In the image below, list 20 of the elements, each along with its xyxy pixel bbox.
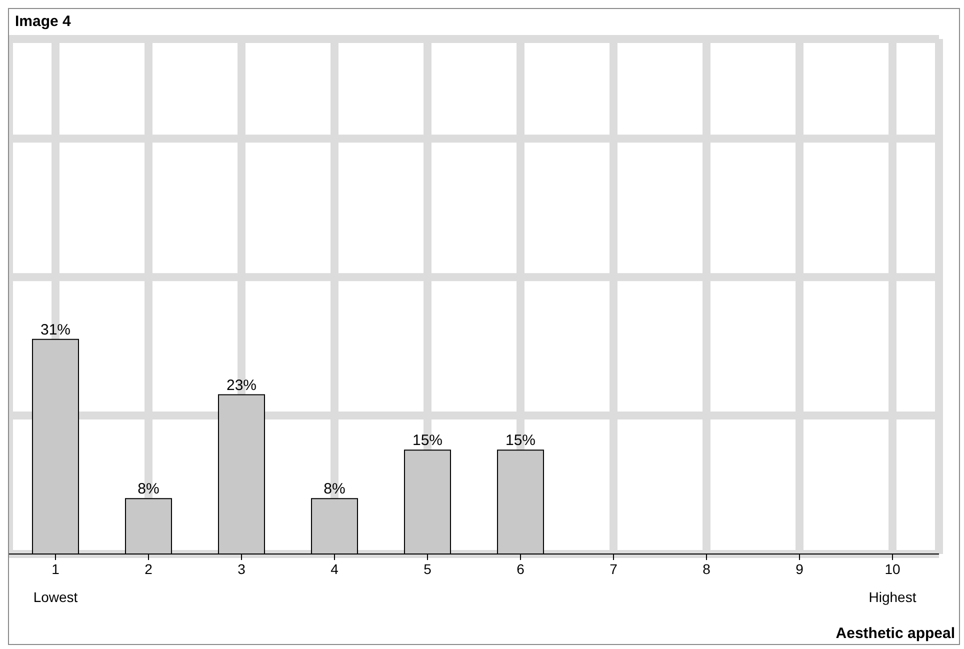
x-axis-title: Aesthetic appeal xyxy=(836,625,955,642)
data-label: 23% xyxy=(226,376,257,394)
x-tick-label: 4 xyxy=(330,561,339,577)
x-tick-label: 2 xyxy=(144,561,153,577)
x-tick-label: 7 xyxy=(610,561,618,577)
text: Lowest xyxy=(33,589,78,605)
text: Highest xyxy=(868,589,916,605)
x-tick-label: 6 xyxy=(516,561,525,577)
x-tick-label: 1 xyxy=(52,561,60,577)
data-label: 15% xyxy=(412,432,443,450)
data-label: 8% xyxy=(324,480,346,498)
data-label: 15% xyxy=(505,432,536,450)
data-label: 8% xyxy=(138,480,160,498)
x-tick-label: 5 xyxy=(424,561,432,577)
chart-title: Image 4 xyxy=(15,13,71,30)
x-tick-label: 8 xyxy=(702,561,711,577)
x-tick-label: 3 xyxy=(238,561,246,577)
data-label: 31% xyxy=(40,321,71,338)
x-tick-label: 9 xyxy=(796,561,804,577)
x-tick-label: 10 xyxy=(884,561,900,577)
